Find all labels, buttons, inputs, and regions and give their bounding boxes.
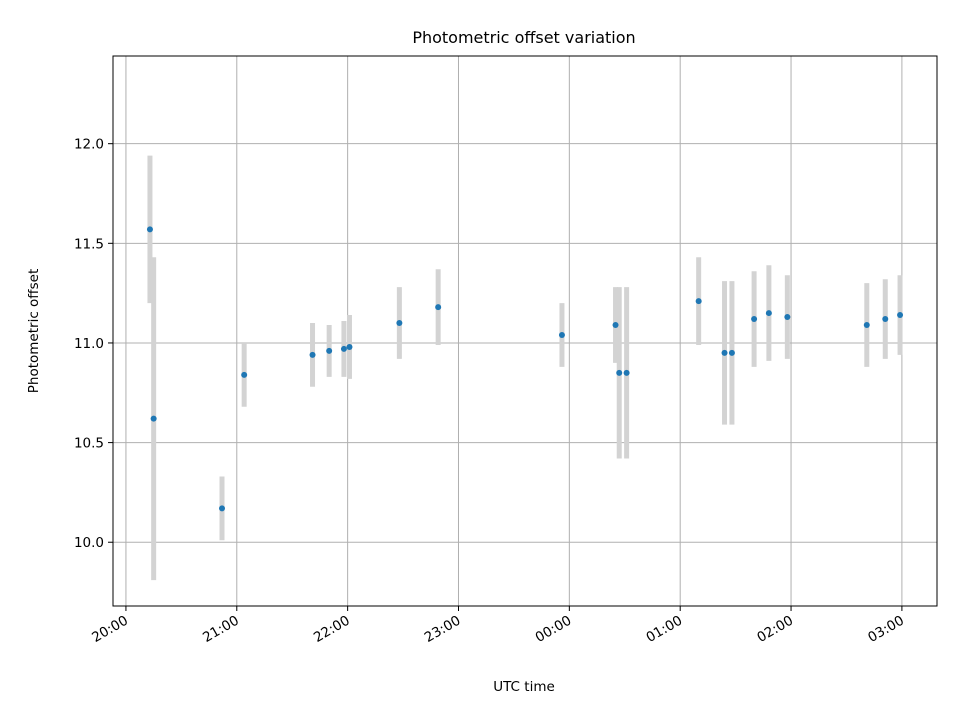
data-point [751, 316, 758, 323]
y-tick-label: 11.0 [74, 336, 104, 352]
data-point [146, 226, 153, 233]
data-point [326, 347, 333, 354]
data-point [695, 298, 702, 305]
data-point [150, 415, 157, 422]
y-tick-label: 11.5 [74, 236, 104, 252]
data-point [728, 349, 735, 356]
y-tick-label: 10.5 [74, 436, 104, 452]
y-axis-label: Photometric offset [26, 269, 42, 393]
data-point [435, 304, 442, 311]
data-point [309, 351, 316, 358]
data-point [784, 314, 791, 321]
error-bars [147, 155, 903, 581]
data-point [241, 371, 248, 378]
grid [113, 56, 937, 606]
data-point [616, 369, 623, 376]
data-points [146, 226, 904, 512]
y-axis-ticks: 10.0 10.5 11.0 11.5 12.0 [74, 137, 113, 551]
data-point [882, 316, 889, 323]
y-tick-label: 12.0 [74, 137, 104, 153]
data-point [346, 343, 353, 350]
plot-frame [112, 55, 938, 607]
data-point [897, 312, 904, 319]
x-tick-label: 21:00 [200, 613, 242, 646]
x-axis-ticks: 20:00 21:00 22:00 23:00 00:00 01:00 02:00 03:00 [89, 606, 907, 646]
x-tick-label: 22:00 [311, 613, 353, 646]
data-point [340, 345, 347, 352]
x-tick-label: 23:00 [422, 613, 464, 646]
chart-title: Photometric offset variation [412, 28, 635, 47]
data-point [219, 505, 226, 512]
data-point [863, 322, 870, 329]
data-point [396, 320, 403, 327]
y-tick-label: 10.0 [74, 535, 104, 551]
data-point [721, 349, 728, 356]
x-tick-label: 02:00 [754, 613, 796, 646]
data-point [765, 310, 772, 317]
x-tick-label: 20:00 [89, 613, 131, 646]
x-tick-label: 03:00 [865, 613, 907, 646]
x-tick-label: 00:00 [533, 613, 575, 646]
x-axis-label: UTC time [493, 679, 555, 695]
data-point [612, 322, 619, 329]
x-tick-label: 01:00 [643, 613, 685, 646]
data-point [558, 331, 565, 338]
data-point [623, 369, 630, 376]
